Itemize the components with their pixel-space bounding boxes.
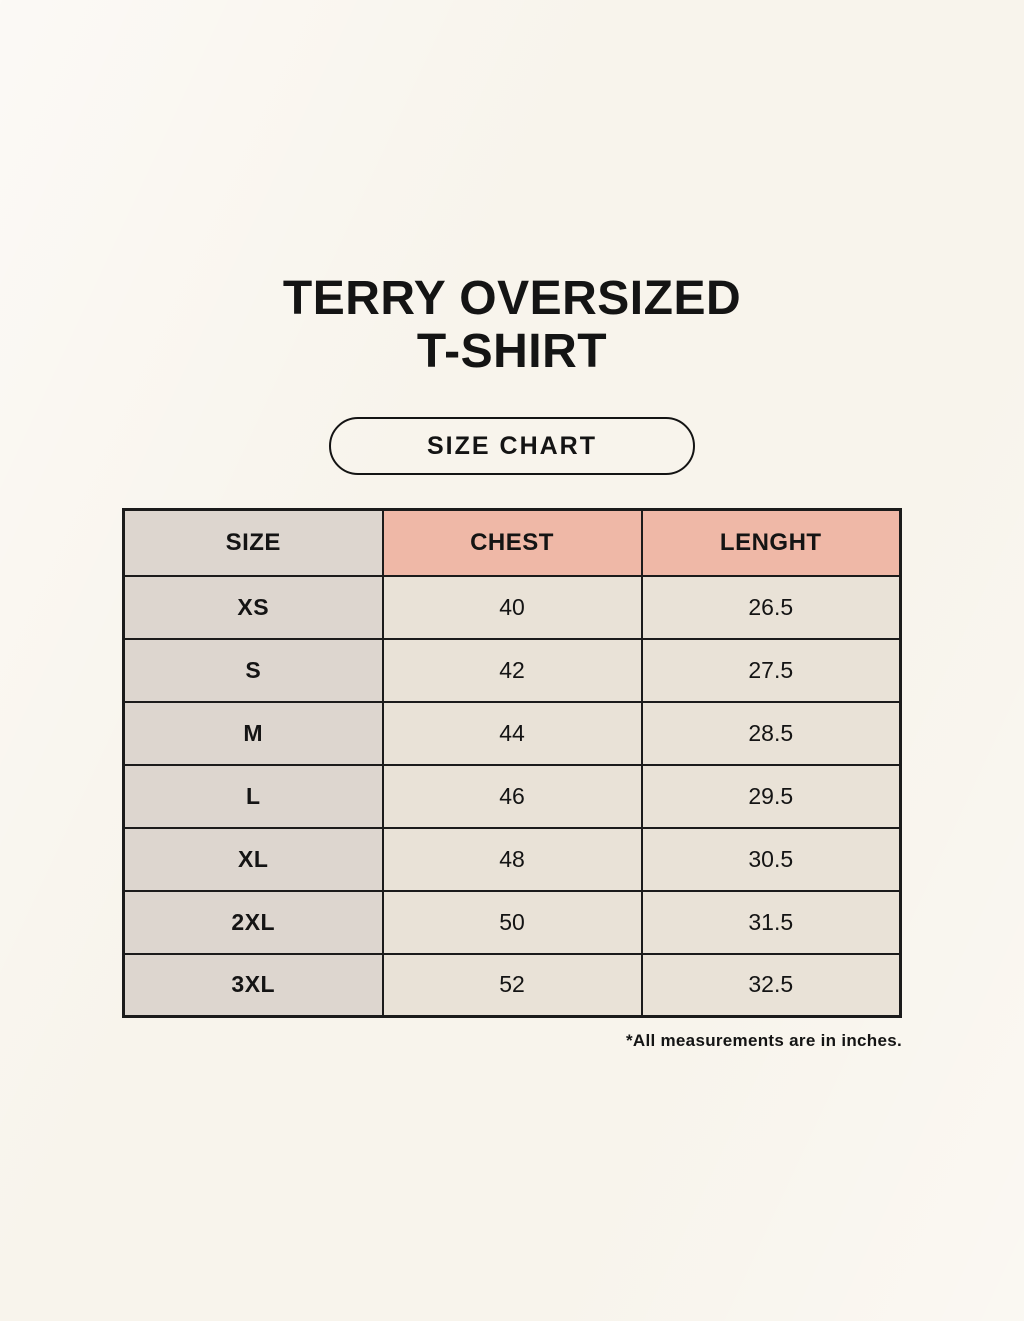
size-cell: 3XL <box>122 952 384 1018</box>
page-title-line1: TERRY OVERSIZED <box>282 272 742 325</box>
chest-cell: 40 <box>381 574 643 640</box>
chest-cell: 50 <box>381 889 643 955</box>
table-row: M 44 28.5 <box>122 700 902 766</box>
size-cell: XL <box>122 826 384 892</box>
size-cell: 2XL <box>122 889 384 955</box>
lenght-cell: 31.5 <box>640 889 902 955</box>
size-cell: M <box>122 700 384 766</box>
chest-cell: 46 <box>381 763 643 829</box>
table-row: L 46 29.5 <box>122 763 902 829</box>
chest-cell: 44 <box>381 700 643 766</box>
page-title-line2: T-SHIRT <box>416 325 608 378</box>
size-chart-table: SIZE CHEST LENGHT XS 40 26.5 S 42 27.5 M… <box>122 508 902 1018</box>
table-header-row: SIZE CHEST LENGHT <box>122 508 902 577</box>
table-row: XS 40 26.5 <box>122 574 902 640</box>
size-cell: L <box>122 763 384 829</box>
lenght-cell: 26.5 <box>640 574 902 640</box>
column-header-size: SIZE <box>122 508 384 577</box>
table-row: S 42 27.5 <box>122 637 902 703</box>
chest-cell: 42 <box>381 637 643 703</box>
column-header-lenght: LENGHT <box>640 508 902 577</box>
table-row: XL 48 30.5 <box>122 826 902 892</box>
chest-cell: 52 <box>381 952 643 1018</box>
lenght-cell: 29.5 <box>640 763 902 829</box>
lenght-cell: 30.5 <box>640 826 902 892</box>
size-chart-badge[interactable]: SIZE CHART <box>329 417 695 475</box>
size-cell: XS <box>122 574 384 640</box>
chest-cell: 48 <box>381 826 643 892</box>
measurements-footnote: *All measurements are in inches. <box>625 1031 902 1050</box>
lenght-cell: 28.5 <box>640 700 902 766</box>
table-row: 3XL 52 32.5 <box>122 952 902 1018</box>
size-cell: S <box>122 637 384 703</box>
lenght-cell: 27.5 <box>640 637 902 703</box>
column-header-chest: CHEST <box>381 508 643 577</box>
table-row: 2XL 50 31.5 <box>122 889 902 955</box>
lenght-cell: 32.5 <box>640 952 902 1018</box>
page-title: TERRY OVERSIZED T-SHIRT <box>283 272 741 378</box>
